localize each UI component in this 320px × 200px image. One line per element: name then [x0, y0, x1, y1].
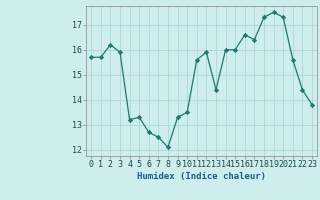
X-axis label: Humidex (Indice chaleur): Humidex (Indice chaleur): [137, 172, 266, 181]
